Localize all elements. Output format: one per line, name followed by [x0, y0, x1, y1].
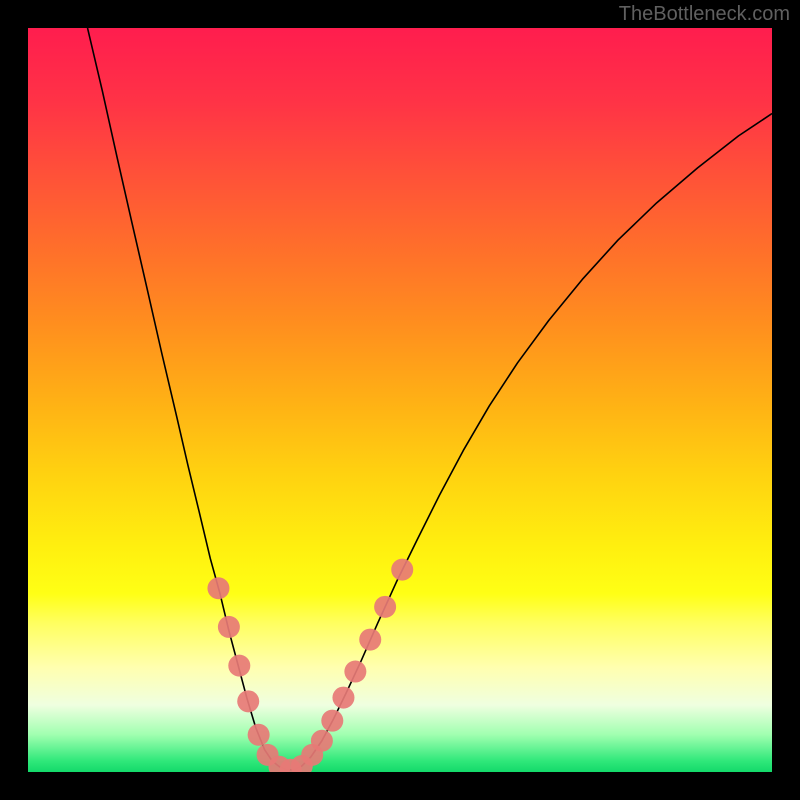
watermark-text: TheBottleneck.com [619, 3, 790, 26]
marker-dot [311, 730, 333, 752]
marker-dot [218, 616, 240, 638]
marker-dot [391, 559, 413, 581]
gradient-background [28, 28, 772, 772]
marker-dot [248, 724, 270, 746]
outer-frame: TheBottleneck.com [0, 0, 800, 800]
marker-dot [207, 577, 229, 599]
marker-dot [237, 690, 259, 712]
chart-svg [28, 28, 772, 772]
marker-dot [332, 687, 354, 709]
marker-dot [344, 661, 366, 683]
marker-dot [374, 596, 396, 618]
plot-area [28, 28, 772, 772]
marker-dot [359, 629, 381, 651]
marker-dot [228, 655, 250, 677]
marker-dot [321, 710, 343, 732]
